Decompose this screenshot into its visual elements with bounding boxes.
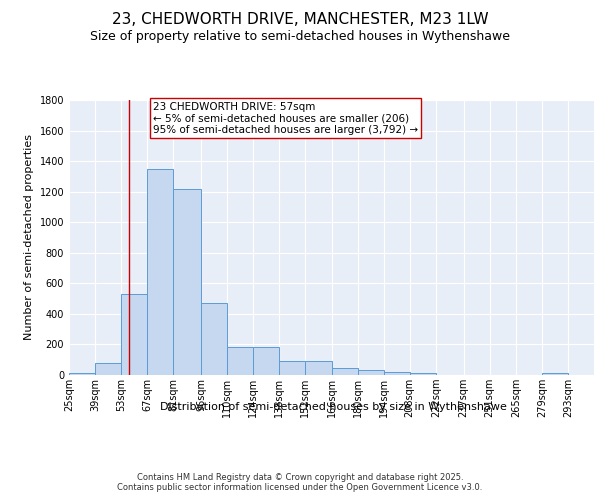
Text: 23 CHEDWORTH DRIVE: 57sqm
← 5% of semi-detached houses are smaller (206)
95% of : 23 CHEDWORTH DRIVE: 57sqm ← 5% of semi-d…	[153, 102, 418, 134]
Bar	[280, 361, 305, 375]
Bar	[331, 368, 358, 375]
Text: 23, CHEDWORTH DRIVE, MANCHESTER, M23 1LW: 23, CHEDWORTH DRIVE, MANCHESTER, M23 1LW	[112, 12, 488, 28]
Text: Size of property relative to semi-detached houses in Wythenshawe: Size of property relative to semi-detach…	[90, 30, 510, 43]
Bar	[147, 169, 173, 375]
Y-axis label: Number of semi-detached properties: Number of semi-detached properties	[24, 134, 34, 340]
Text: Contains HM Land Registry data © Crown copyright and database right 2025.
Contai: Contains HM Land Registry data © Crown c…	[118, 472, 482, 492]
Bar	[358, 370, 383, 375]
Bar	[410, 372, 436, 375]
Bar	[383, 372, 410, 375]
Bar	[542, 372, 568, 375]
Bar	[69, 372, 95, 375]
Bar	[95, 363, 121, 375]
Bar	[253, 346, 280, 375]
Bar	[227, 346, 253, 375]
Bar	[121, 294, 147, 375]
Bar	[201, 303, 227, 375]
Bar	[173, 188, 201, 375]
Text: Distribution of semi-detached houses by size in Wythenshawe: Distribution of semi-detached houses by …	[160, 402, 506, 412]
Bar	[305, 361, 332, 375]
